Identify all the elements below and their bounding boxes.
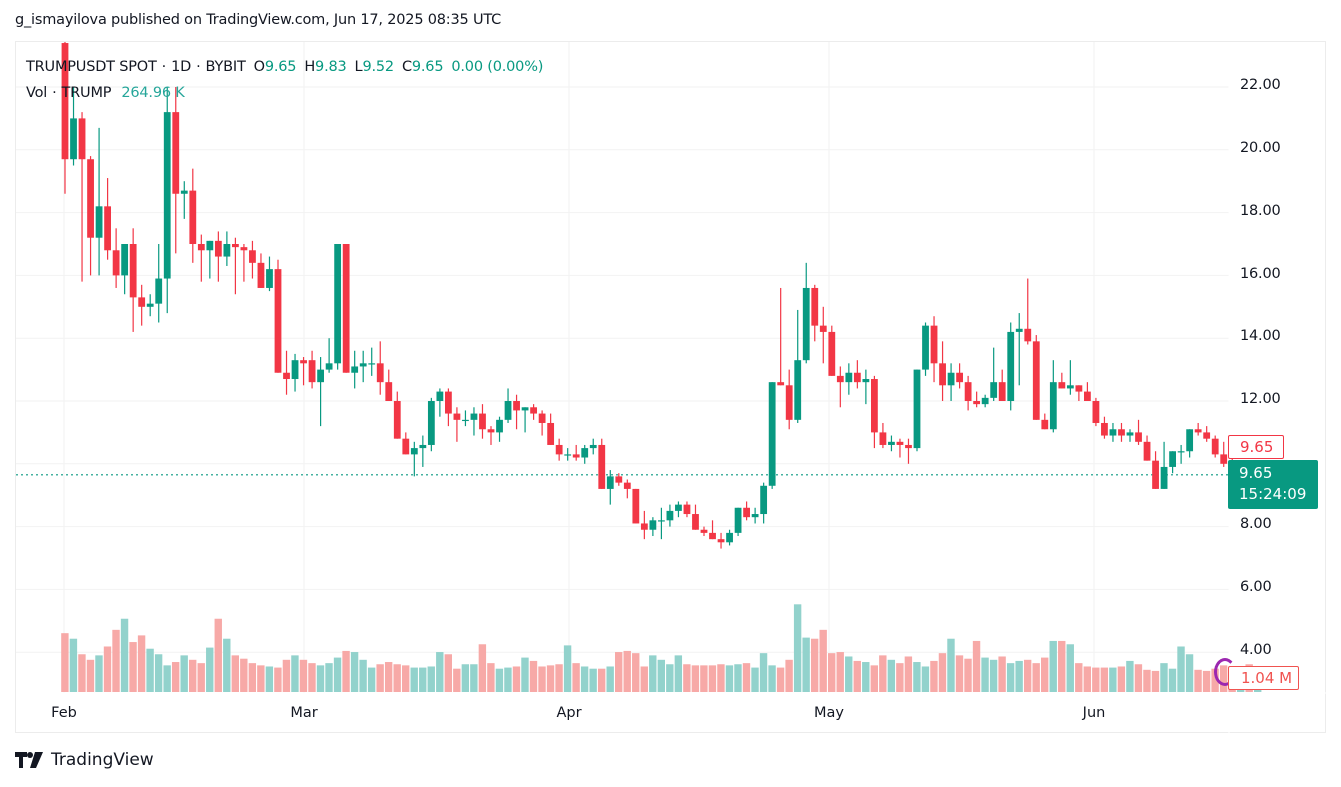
last-price-value: 9.65 xyxy=(1239,464,1273,482)
y-tick-6: 6.00 xyxy=(1240,579,1272,595)
tradingview-logo-icon xyxy=(15,752,43,768)
legend-separator: · xyxy=(52,85,57,101)
publisher-line: g_ismayilova published on TradingView.co… xyxy=(15,12,502,28)
high-label: H xyxy=(304,59,316,75)
ohlc-legend-row: TRUMPUSDT SPOT · 1D · BYBIT O 9.65 H 9.83 … xyxy=(26,54,543,80)
low-value: 9.52 xyxy=(362,59,394,75)
y-tick-8: 8.00 xyxy=(1240,516,1272,532)
volume-last-label: 1.04 M xyxy=(1228,666,1299,690)
y-tick-22: 22.00 xyxy=(1240,77,1281,93)
low-label: L xyxy=(354,59,363,75)
bar-countdown: 15:24:09 xyxy=(1239,485,1307,503)
y-tick-20: 20.00 xyxy=(1240,140,1281,156)
volume-symbol: TRUMP xyxy=(61,85,112,101)
last-price-label: 9.65 15:24:09 xyxy=(1228,460,1318,509)
y-tick-18: 18.00 xyxy=(1240,203,1281,219)
high-value: 9.83 xyxy=(315,59,347,75)
x-tick-feb: Feb xyxy=(51,705,77,721)
volume-label[interactable]: Vol xyxy=(26,85,48,101)
y-tick-12: 12.00 xyxy=(1240,391,1281,407)
exchange: BYBIT xyxy=(205,59,246,75)
tradingview-logo[interactable]: TradingView xyxy=(15,750,154,770)
x-tick-may: May xyxy=(814,705,844,721)
open-value: 9.65 xyxy=(264,59,297,75)
realtime-indicator-icon[interactable] xyxy=(1214,658,1236,686)
volume-value: 264.96 K xyxy=(121,85,185,101)
chart-legend: TRUMPUSDT SPOT · 1D · BYBIT O 9.65 H 9.83 … xyxy=(26,54,543,106)
candlestick-chart[interactable] xyxy=(16,42,1327,734)
close-value: 9.65 xyxy=(411,59,444,75)
x-tick-mar: Mar xyxy=(290,705,318,721)
interval[interactable]: 1D xyxy=(171,59,192,75)
x-tick-apr: Apr xyxy=(556,705,582,721)
x-tick-jun: Jun xyxy=(1082,705,1106,721)
open-label: O xyxy=(253,59,265,75)
price-line-label: 9.65 xyxy=(1228,435,1284,459)
change-value: 0.00 (0.00%) xyxy=(451,59,544,75)
y-tick-16: 16.00 xyxy=(1240,266,1281,282)
chart-frame[interactable]: Feb Mar Apr May Jun xyxy=(15,41,1327,734)
symbol-name[interactable]: TRUMPUSDT SPOT xyxy=(26,59,157,75)
volume-legend-row: Vol · TRUMP 264.96 K xyxy=(26,80,543,106)
brand-name: TradingView xyxy=(51,750,154,770)
legend-separator: · xyxy=(161,59,167,75)
close-label: C xyxy=(401,59,412,75)
y-tick-4: 4.00 xyxy=(1240,642,1272,658)
y-tick-14: 14.00 xyxy=(1240,328,1281,344)
legend-separator: · xyxy=(196,59,201,75)
